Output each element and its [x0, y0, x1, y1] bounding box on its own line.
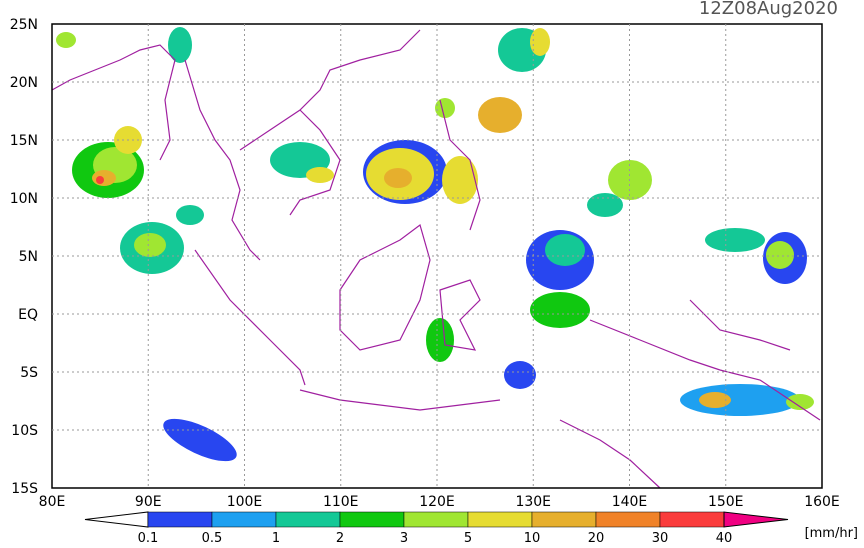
coastlines [51, 29, 821, 489]
rain-cell [96, 176, 104, 184]
rain-cell [384, 168, 412, 188]
coastline [239, 29, 421, 151]
rain-cell [435, 98, 455, 118]
rain-cell [545, 234, 585, 266]
colorbar-label: 30 [652, 531, 669, 544]
colorbar-end [84, 511, 149, 528]
colorbar-label: 0.1 [138, 531, 159, 544]
coastline [299, 389, 501, 411]
lat-label: 15S [11, 481, 38, 497]
coastline [194, 249, 306, 386]
lat-label: 5N [19, 249, 38, 265]
colorbar-segment [595, 511, 661, 528]
rain-cell [92, 170, 116, 186]
rain-cell [530, 28, 550, 56]
colorbar-label: 40 [716, 531, 733, 544]
lat-label: 10S [11, 423, 38, 439]
rain-cell [306, 167, 334, 183]
rain-cell [766, 241, 794, 269]
rain-field [56, 27, 814, 462]
rain-cell [442, 156, 478, 204]
coastline [439, 99, 481, 231]
colorbar-unit: [mm/hr] [805, 526, 858, 541]
colorbar-segment [211, 511, 277, 528]
colorbar-label: 10 [524, 531, 541, 544]
lat-label: 10N [10, 191, 38, 207]
rain-cell [786, 394, 814, 410]
coastline [339, 223, 431, 351]
rain-cell [705, 228, 765, 252]
rain-cell [56, 32, 76, 48]
rain-cell [504, 361, 536, 389]
rain-cell [587, 193, 623, 217]
lon-label: 140E [612, 494, 648, 510]
colorbar-segment [531, 511, 597, 528]
colorbar: 0.1 0.5 1 2 3 5 10 20 30 40 [mm/hr] [84, 511, 858, 546]
lon-label: 90E [135, 494, 162, 510]
coastline [589, 319, 821, 421]
lon-label: 120E [419, 494, 455, 510]
grid [52, 24, 822, 488]
rain-cell [680, 384, 800, 416]
colorbar-label: 2 [336, 531, 344, 544]
rain-cell [163, 418, 237, 462]
colorbar-segment [147, 511, 213, 528]
rain-cell [478, 97, 522, 133]
coastline [51, 44, 176, 161]
colorbar-label: 1 [272, 531, 280, 544]
colorbar-segment [339, 511, 405, 528]
map-title: 12Z08Aug2020 [699, 0, 838, 19]
lat-label: 15N [10, 133, 38, 149]
colorbar-segment [467, 511, 533, 528]
lon-label: 100E [227, 494, 263, 510]
coastline [689, 299, 791, 351]
lon-label: 150E [708, 494, 744, 510]
colorbar-label: 0.5 [202, 531, 223, 544]
colorbar-segment [403, 511, 469, 528]
coastline [559, 419, 661, 489]
coastline [289, 109, 341, 216]
rain-cell [176, 205, 204, 225]
lat-label: 25N [10, 17, 38, 33]
lon-label: 80E [39, 494, 66, 510]
lat-label: 20N [10, 75, 38, 91]
coastline [439, 279, 481, 351]
rain-cell [699, 392, 731, 408]
rain-cell [134, 233, 166, 257]
lat-label: EQ [18, 307, 38, 323]
colorbar-label: 5 [464, 531, 472, 544]
colorbar-label: 3 [400, 531, 408, 544]
lon-label: 160E [804, 494, 840, 510]
colorbar-segment [275, 511, 341, 528]
lon-label: 130E [515, 494, 551, 510]
rain-cell [426, 318, 454, 362]
colorbar-label: 20 [588, 531, 605, 544]
rain-cell [530, 292, 590, 328]
rain-cell [168, 27, 192, 63]
lat-label: 5S [20, 365, 38, 381]
lon-label: 110E [323, 494, 359, 510]
colorbar-end [723, 511, 789, 528]
colorbar-segment [659, 511, 725, 528]
coastline [184, 59, 261, 261]
